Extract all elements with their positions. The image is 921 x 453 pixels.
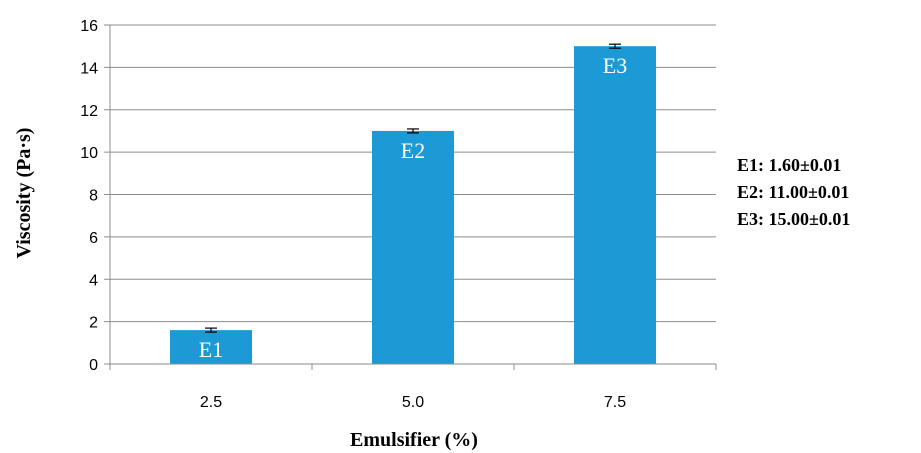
y-tick-label: 6 xyxy=(89,230,98,247)
y-tick-label: 2 xyxy=(89,315,98,332)
y-tick-label: 12 xyxy=(80,103,98,120)
x-axis-ticks: 2.5 5.0 7.5 xyxy=(109,364,717,411)
y-axis-title: Viscosity (Pa·s) xyxy=(13,128,35,259)
annotation-e3: E3: 15.00±0.01 xyxy=(737,209,850,229)
y-tick-label: 0 xyxy=(89,357,98,374)
annotation-e1: E1: 1.60±0.01 xyxy=(737,155,841,175)
y-axis-ticks: 0 2 4 6 8 10 12 14 16 xyxy=(80,18,111,374)
annotation-box: E1: 1.60±0.01 E2: 11.00±0.01 E3: 15.00±0… xyxy=(737,155,850,229)
y-tick-label: 14 xyxy=(80,60,98,77)
y-tick-label: 8 xyxy=(89,188,98,205)
bar-e1 xyxy=(170,330,252,364)
y-tick-label: 10 xyxy=(80,145,98,162)
bar-e3 xyxy=(574,46,656,364)
x-tick-label: 2.5 xyxy=(200,394,222,411)
x-tick-label: 7.5 xyxy=(604,394,626,411)
bars xyxy=(170,46,656,364)
x-tick-label: 5.0 xyxy=(402,394,424,411)
bar-labels: E1 E2 E3 xyxy=(199,53,627,362)
y-tick-label: 4 xyxy=(89,272,98,289)
x-axis-title: Emulsifier (%) xyxy=(350,429,478,451)
y-tick-label: 16 xyxy=(80,18,98,35)
bar-label: E1 xyxy=(199,337,223,362)
error-bars xyxy=(205,43,621,333)
bar-label: E2 xyxy=(401,138,425,163)
bar-label: E3 xyxy=(603,53,627,78)
bar-e2 xyxy=(372,130,454,364)
annotation-e2: E2: 11.00±0.01 xyxy=(737,182,849,202)
